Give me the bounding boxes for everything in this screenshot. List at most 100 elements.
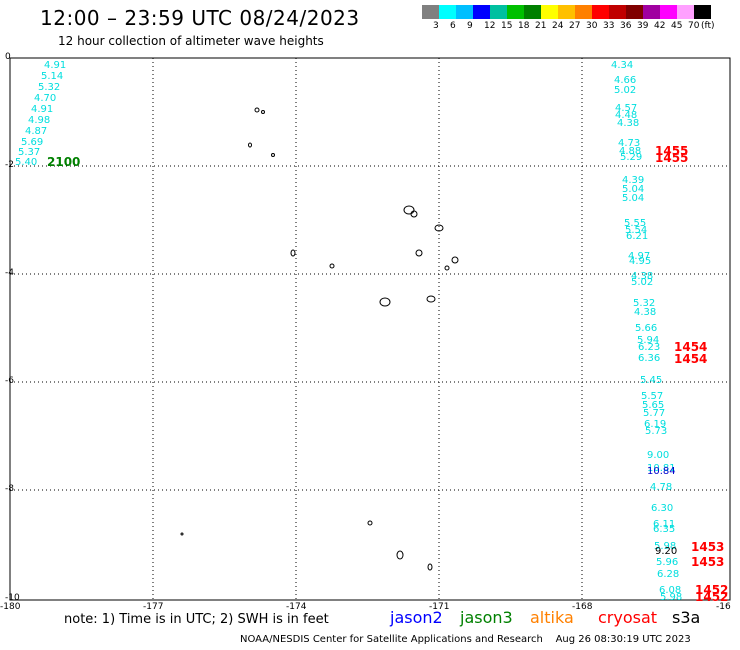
wave-height-value: 4.34 bbox=[611, 60, 634, 71]
color-swatch bbox=[677, 5, 694, 19]
wave-height-value: 9.00 bbox=[647, 450, 670, 461]
legend-jason2: jason2 bbox=[390, 608, 443, 627]
wave-height-value: 5.32 bbox=[38, 82, 61, 93]
island-outline bbox=[426, 295, 436, 303]
color-swatch bbox=[507, 5, 524, 19]
wave-height-value: 5.37 bbox=[18, 147, 41, 158]
color-scale-tick: 3 bbox=[433, 21, 439, 31]
wave-height-value: 5.57 bbox=[641, 391, 664, 402]
island-outline bbox=[271, 153, 275, 157]
color-swatch bbox=[626, 5, 643, 19]
color-swatch bbox=[643, 5, 660, 19]
color-swatch bbox=[609, 5, 626, 19]
color-scale-tick: 24 bbox=[552, 21, 564, 31]
wave-height-value: 4.38 bbox=[617, 118, 640, 129]
island-outline bbox=[248, 142, 252, 148]
wave-height-value: 5.69 bbox=[21, 137, 44, 148]
island-outline bbox=[329, 263, 335, 269]
color-scale-tick: 70 bbox=[688, 21, 700, 31]
pass-time-label: 1453 bbox=[691, 540, 725, 554]
pass-time-label: 2100 bbox=[47, 155, 81, 169]
color-swatch bbox=[473, 5, 490, 19]
color-swatch bbox=[456, 5, 473, 19]
color-scale-tick: 33 bbox=[603, 21, 615, 31]
color-scale-tick: 6 bbox=[450, 21, 456, 31]
color-swatch bbox=[439, 5, 456, 19]
wave-height-value: 5.40 bbox=[15, 157, 38, 168]
island-outline bbox=[415, 249, 423, 257]
y-axis-tick: -4 bbox=[5, 268, 14, 278]
island-outline bbox=[290, 249, 296, 257]
color-scale-tick: 45 bbox=[671, 21, 683, 31]
wave-height-value: 4.48 bbox=[615, 110, 638, 121]
wave-height-value: 5.45 bbox=[640, 375, 663, 386]
page-title: 12:00 – 23:59 UTC 08/24/2023 bbox=[40, 6, 360, 30]
wave-height-value: 5.04 bbox=[622, 184, 645, 195]
color-scale-tick: 15 bbox=[501, 21, 513, 31]
pass-time-label: 1454 bbox=[674, 352, 708, 366]
color-swatch bbox=[541, 5, 558, 19]
x-axis-tick: -174 bbox=[286, 602, 307, 612]
wave-height-value: 4.39 bbox=[622, 175, 645, 186]
island-outline bbox=[180, 532, 184, 536]
x-axis-tick: -171 bbox=[429, 602, 450, 612]
x-axis-tick: -180 bbox=[0, 602, 21, 612]
legend-s3a: s3a bbox=[672, 608, 701, 627]
wave-height-value: 6.19 bbox=[644, 419, 667, 430]
color-scale-tick: 30 bbox=[586, 21, 598, 31]
wave-height-value: 4.70 bbox=[34, 93, 57, 104]
color-scale-tick: 27 bbox=[569, 21, 581, 31]
pass-time-label: 1454 bbox=[674, 340, 708, 354]
credit-line: NOAA/NESDIS Center for Satellite Applica… bbox=[240, 634, 691, 645]
wave-height-value: 5.73 bbox=[645, 426, 668, 437]
legend-altika: altika bbox=[530, 608, 574, 627]
wave-height-value: 5.29 bbox=[620, 152, 643, 163]
island-outline bbox=[434, 224, 444, 232]
wave-height-value: 5.96 bbox=[656, 557, 679, 568]
pass-time-label: 1455 bbox=[655, 144, 689, 158]
color-scale-tick: 39 bbox=[637, 21, 649, 31]
wave-height-value: 4.38 bbox=[634, 307, 657, 318]
island-outline bbox=[396, 550, 404, 560]
pass-time-label: 1453 bbox=[691, 555, 725, 569]
island-outline bbox=[427, 563, 433, 571]
wave-height-value: 4.97 bbox=[628, 251, 651, 262]
wave-height-value: 5.66 bbox=[635, 323, 658, 334]
x-axis-tick: -16 bbox=[716, 602, 731, 612]
pass-time-label: 1455 bbox=[655, 151, 689, 165]
wave-height-value: 4.88 bbox=[619, 146, 642, 157]
lat-lon-grid bbox=[10, 58, 730, 600]
x-axis-tick: -177 bbox=[143, 602, 164, 612]
wave-height-value: 4.95 bbox=[629, 256, 652, 267]
wave-height-value: 5.14 bbox=[41, 71, 64, 82]
island-outline bbox=[367, 520, 373, 526]
island-outline bbox=[444, 265, 450, 271]
y-axis-tick: 0 bbox=[5, 52, 11, 62]
wave-height-value: 4.87 bbox=[25, 126, 48, 137]
island-outline bbox=[403, 205, 415, 215]
y-axis-tick: -8 bbox=[5, 484, 14, 494]
x-axis-tick: -168 bbox=[572, 602, 593, 612]
wave-height-value: 5.32 bbox=[633, 298, 656, 309]
legend-jason3: jason3 bbox=[460, 608, 513, 627]
wave-height-value: 4.98 bbox=[28, 115, 51, 126]
color-scale-tick: 42 bbox=[654, 21, 666, 31]
color-scale-tick: 21 bbox=[535, 21, 547, 31]
y-axis-tick: -10 bbox=[5, 593, 20, 603]
pass-time-label: 1452 bbox=[695, 583, 729, 597]
color-scale-tick: (ft) bbox=[701, 21, 715, 31]
wave-height-value: 6.21 bbox=[626, 231, 649, 242]
wave-height-value: 6.28 bbox=[657, 569, 680, 580]
color-swatch bbox=[575, 5, 592, 19]
map-plot bbox=[9, 57, 731, 601]
wave-height-value: 4.91 bbox=[31, 104, 54, 115]
color-scale-bar bbox=[422, 5, 711, 19]
credit-text: NOAA/NESDIS Center for Satellite Applica… bbox=[240, 634, 543, 645]
color-scale-tick: 36 bbox=[620, 21, 632, 31]
pass-time-label: 1452 bbox=[695, 590, 729, 604]
wave-height-value: 4.73 bbox=[618, 138, 641, 149]
wave-height-value: 4.57 bbox=[615, 103, 638, 114]
wave-height-value: 4.66 bbox=[614, 75, 637, 86]
wave-height-value: 4.91 bbox=[44, 60, 67, 71]
island-outline bbox=[451, 256, 459, 264]
